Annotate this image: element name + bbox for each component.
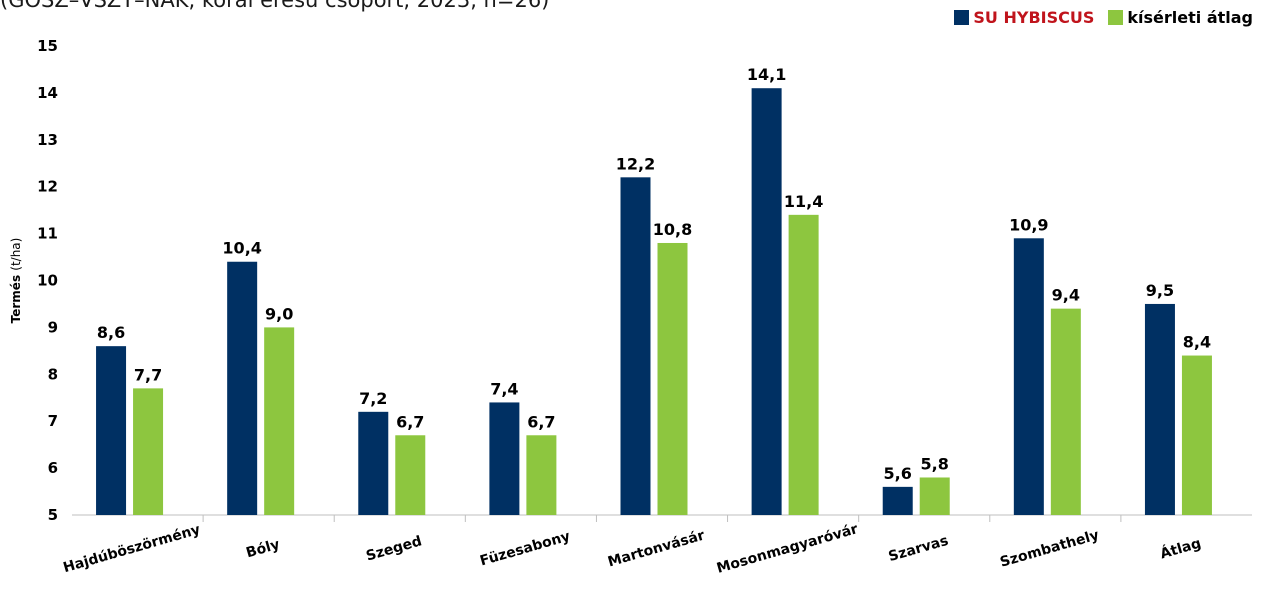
legend-item-series-1: SU HYBISCUS (954, 8, 1094, 27)
data-label: 9,4 (1052, 286, 1080, 305)
data-label: 7,7 (134, 365, 162, 384)
y-tick-label: 10 (37, 272, 58, 290)
y-tick-label: 6 (48, 459, 58, 477)
bar (227, 261, 258, 515)
data-label: 10,9 (1009, 215, 1048, 234)
y-tick-label: 8 (48, 365, 58, 383)
x-tick-label: Bóly (244, 537, 281, 562)
chart-subtitle: (GOSZ–VSZT–NAK, korai érésű csoport, 202… (0, 0, 550, 12)
y-tick-label: 7 (48, 412, 58, 430)
data-label: 6,7 (396, 412, 424, 431)
data-label: 5,8 (921, 454, 949, 473)
bar (1050, 308, 1081, 515)
bar (133, 388, 164, 515)
legend-label-series-2: kísérleti átlag (1127, 8, 1253, 27)
legend-label-series-1: SU HYBISCUS (973, 8, 1095, 27)
bar (788, 214, 819, 515)
x-tick-label: Martonvásár (606, 527, 706, 570)
x-tick-label: Hajdúböszörmény (61, 522, 202, 576)
y-axis-label-unit: (t/ha) (9, 238, 23, 271)
x-tick-label: Átlag (1158, 535, 1203, 563)
y-tick-label: 12 (37, 178, 58, 196)
bar (526, 435, 557, 515)
x-tick-label: Szarvas (887, 533, 951, 565)
y-tick-label: 15 (37, 37, 58, 55)
data-label: 10,8 (653, 220, 692, 239)
data-label: 9,5 (1146, 281, 1174, 300)
legend: SU HYBISCUS kísérleti átlag (940, 8, 1253, 27)
y-tick-label: 13 (37, 131, 58, 149)
bar (358, 411, 389, 515)
y-axis-label: Termés (t/ha) (9, 238, 23, 324)
data-label: 14,1 (747, 65, 786, 84)
data-label: 7,2 (359, 389, 387, 408)
y-tick-label: 11 (37, 225, 58, 243)
x-tick-label: Szeged (364, 533, 423, 564)
bar (751, 88, 782, 516)
legend-item-series-2: kísérleti átlag (1108, 8, 1253, 27)
data-label: 9,0 (265, 304, 293, 323)
x-tick-label: Füzesabony (478, 528, 572, 569)
y-tick-label: 14 (37, 84, 58, 102)
y-tick-label: 9 (48, 318, 58, 336)
data-label: 6,7 (527, 412, 555, 431)
x-tick-label: Szombathely (998, 527, 1100, 570)
y-axis-label-text: Termés (9, 271, 23, 324)
bar (96, 346, 127, 515)
data-label: 10,4 (222, 239, 261, 258)
bar (882, 486, 913, 515)
y-tick-label: 5 (48, 506, 58, 524)
data-label: 8,6 (97, 323, 125, 342)
data-label: 11,4 (784, 192, 823, 211)
x-tick-label: Mosonmagyaróvár (715, 521, 860, 577)
legend-swatch-series-1 (954, 10, 970, 25)
data-label: 7,4 (490, 379, 518, 398)
data-label: 8,4 (1183, 333, 1211, 352)
data-label: 5,6 (884, 464, 912, 483)
bar (657, 242, 688, 516)
bar (489, 402, 520, 515)
bar (919, 477, 950, 515)
bar (620, 177, 651, 515)
bar (264, 327, 295, 515)
bar (395, 435, 426, 515)
bar (1181, 355, 1212, 515)
bar (1144, 303, 1175, 515)
bar (1013, 238, 1044, 516)
data-label: 12,2 (616, 154, 655, 173)
legend-swatch-series-2 (1108, 10, 1124, 25)
